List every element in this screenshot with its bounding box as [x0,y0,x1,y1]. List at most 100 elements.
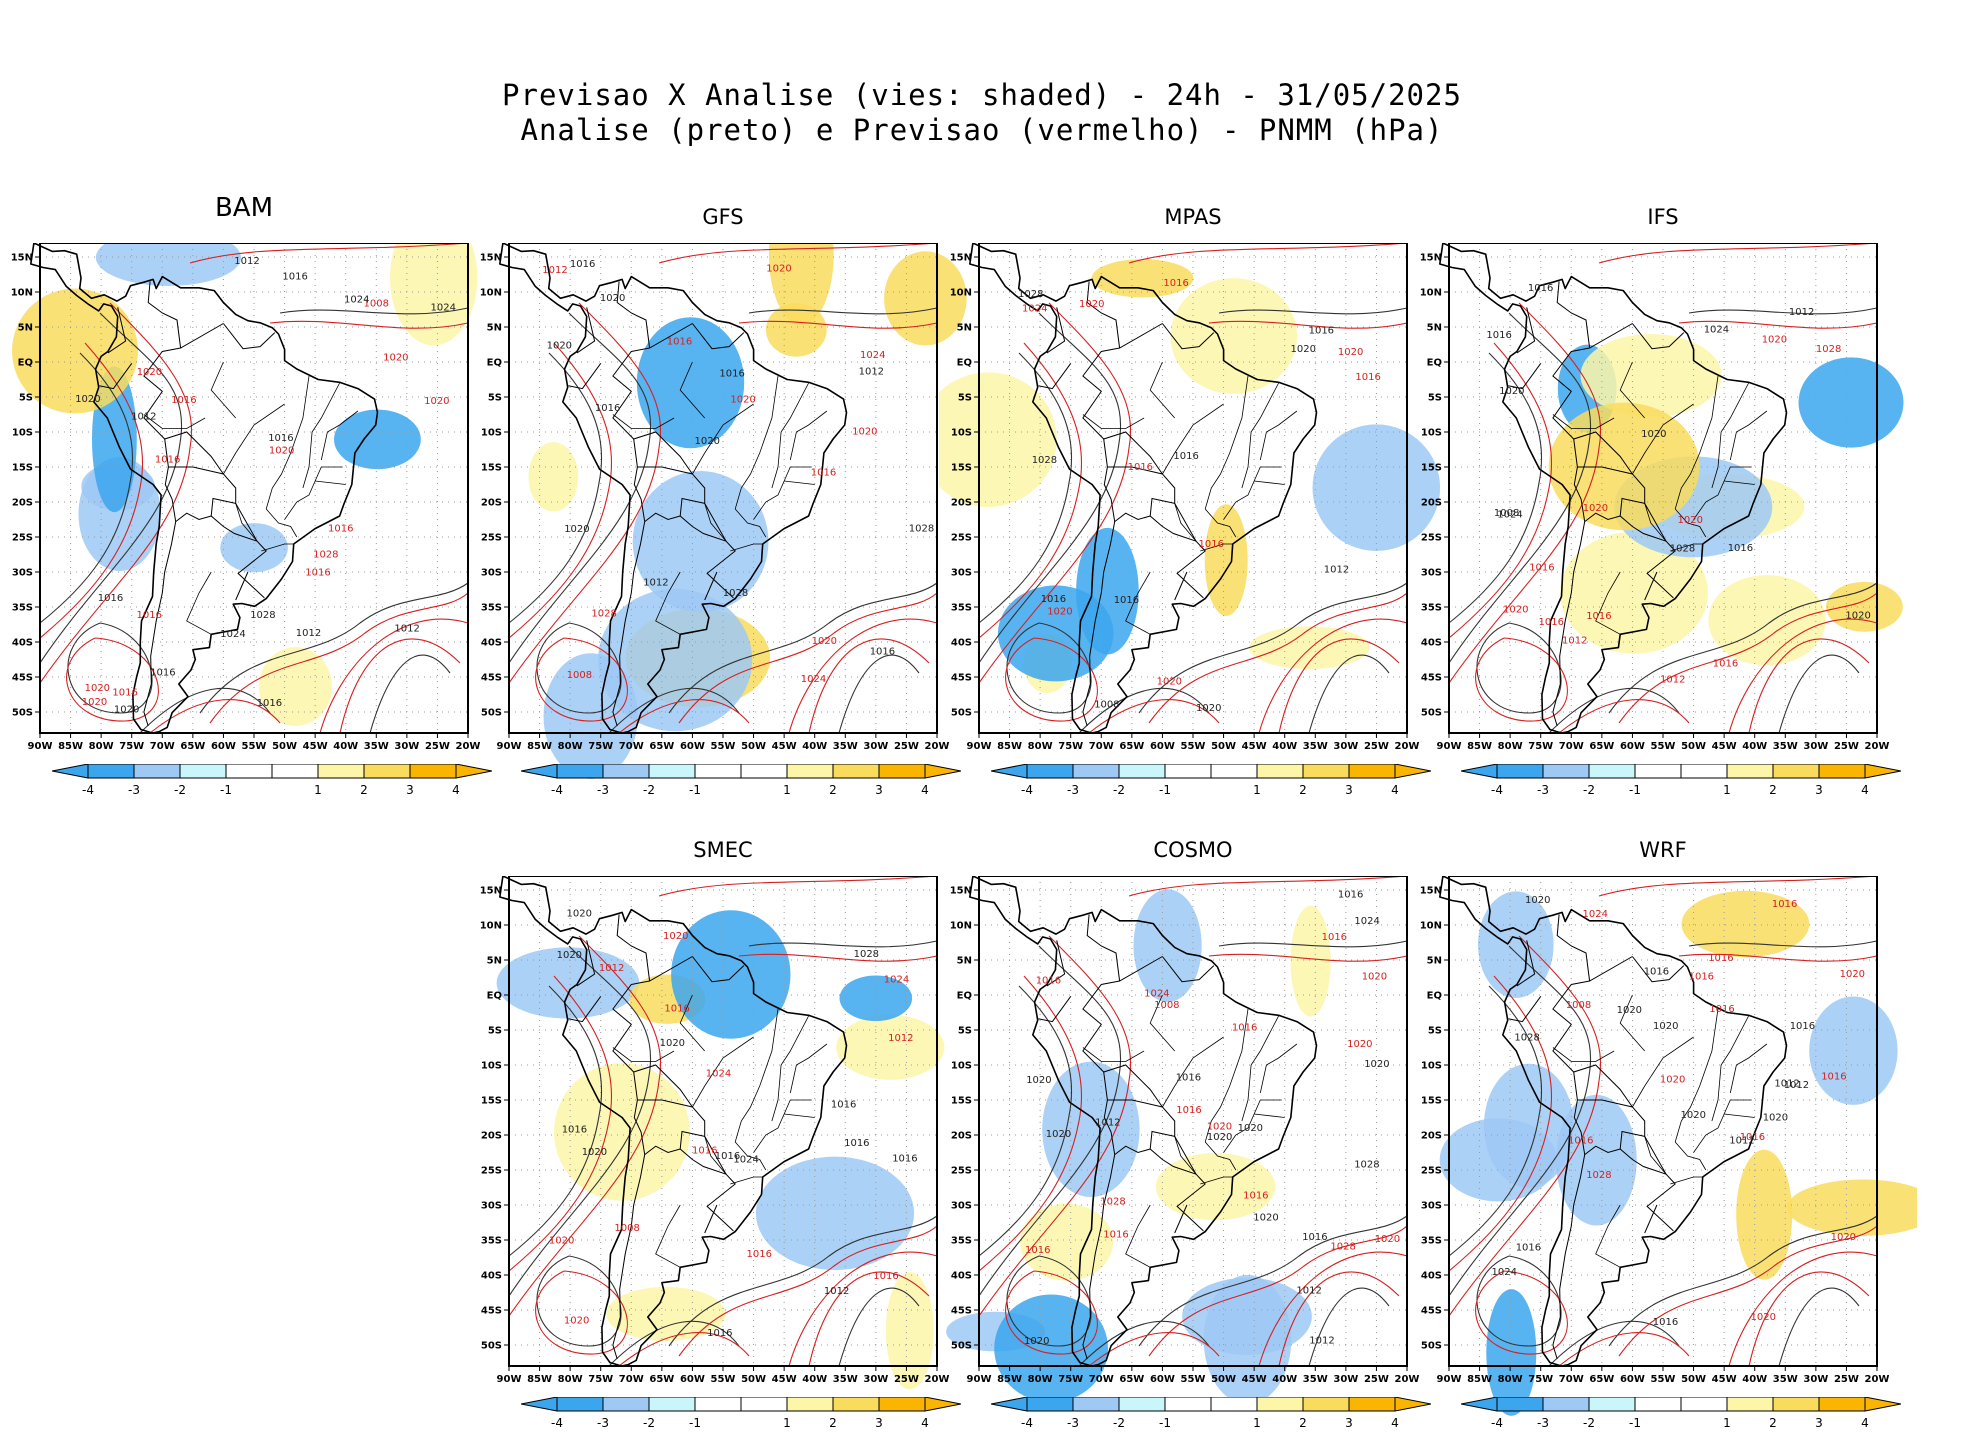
forecast-isobar [1148,1225,1408,1357]
state-border [771,1015,809,1122]
forecast-isobar [618,699,750,734]
colorbar-label: -2 [643,1416,655,1430]
forecast-isobar-label: 1016 [1821,1072,1846,1083]
colorbar-swatch [1302,764,1350,779]
forecast-isobar [209,592,469,724]
bias-shading [1580,334,1722,417]
panel-title: MPAS [1164,205,1222,229]
lat-label: 15S [951,463,972,474]
forecast-isobar-label: 1024 [1022,304,1047,315]
forecast-isobar-label: 1016 [1163,278,1188,289]
colorbar-swatch [1026,764,1074,779]
forecast-isobar-label: 1016 [137,610,162,621]
forecast-isobar [1598,876,1878,897]
analysis-isobar-label: 1024 [1497,510,1522,521]
analysis-isobar [508,945,651,1297]
country-border [1508,363,1542,390]
state-border [734,1008,779,1143]
country-border [1584,512,1621,522]
analysis-isobar-label: 1012 [131,411,156,422]
lon-label: 40W [1742,741,1767,752]
lat-label: 45S [1421,673,1442,684]
forecast-isobar-label: 1016 [1322,932,1347,943]
lat-label: 45S [951,1306,972,1317]
colorbar-label: -2 [643,783,655,797]
lon-label: 55W [711,1374,736,1385]
lat-label: 40S [951,1271,972,1282]
country-border [223,323,276,350]
lon-label: 30W [1803,741,1828,752]
colorbar-swatch [1588,764,1636,779]
lon-label: 35W [1303,1374,1328,1385]
analysis-isobar-label: 1020 [600,293,625,304]
analysis-isobar-label: 1020 [1253,1213,1278,1224]
analysis-isobar-label: 1020 [1653,1021,1678,1032]
state-border [1082,1047,1145,1062]
lon-label: 40W [1272,741,1297,752]
analysis-isobar-label: 1020 [114,704,139,715]
lat-label: 5S [488,393,502,404]
state-border [1670,543,1703,552]
analysis-isobar [838,1287,920,1367]
lon-label: 25W [1364,1374,1389,1385]
forecast-isobar-label: 1016 [667,336,692,347]
forecast-isobar-label: 1020 [1840,969,1865,980]
colorbar-label: -1 [220,783,232,797]
state-border [1200,543,1233,552]
forecast-isobar-label: 1020 [383,353,408,364]
colorbar-label: 2 [829,1416,837,1430]
country-border [1577,466,1633,475]
lat-label: 50S [951,1341,972,1352]
lat-label: 5N [957,323,972,334]
lat-label: 50S [951,708,972,719]
analysis-isobar [608,687,740,734]
lat-label: 40S [1421,1271,1442,1282]
forecast-isobar-label: 1016 [1772,899,1797,910]
analysis-isobar-label: 1020 [1024,1336,1049,1347]
lon-label: 65W [1119,741,1144,752]
analysis-isobar-label: 1016 [1644,966,1669,977]
colorbar-label: 3 [875,783,883,797]
analysis-isobar-label: 1020 [1681,1110,1706,1121]
forecast-isobar [978,342,1083,639]
bias-shading [1809,996,1898,1105]
state-border [789,410,828,461]
lon-label: 45W [1242,741,1267,752]
lon-label: 70W [1559,1374,1584,1385]
analysis-isobar-label: 1020 [567,909,592,920]
lat-label: 5S [958,1026,972,1037]
lon-label: 90W [967,741,992,752]
bias-shading [1290,905,1331,1017]
state-border [1125,571,1151,635]
lat-label: 15N [11,253,33,264]
analysis-isobar-label: 1012 [1324,564,1349,575]
analysis-isobar-label: 1012 [1729,1135,1754,1146]
state-border [261,543,294,552]
state-border [730,543,763,552]
analysis-isobar [1138,1215,1408,1347]
analysis-isobar-label: 1012 [1774,1079,1799,1090]
lon-label: 30W [863,1374,888,1385]
forecast-isobar [149,699,281,734]
lat-label: EQ [487,358,502,369]
lat-label: 5N [1427,323,1442,334]
state-border [1674,1141,1707,1171]
colorbar-swatch [1542,1397,1590,1412]
lon-label: 35W [1773,1374,1798,1385]
forecast-isobar [1618,1225,1878,1357]
colorbar-swatch [1680,1397,1728,1412]
country-border [679,1130,727,1175]
country-border [692,323,745,350]
forecast-isobar [1558,1332,1690,1367]
forecast-isobar [1678,953,1878,962]
colorbar-arrow-right [1394,1397,1431,1412]
analysis-isobar-label: 1012 [234,256,259,267]
lon-label: 30W [863,741,888,752]
forecast-isobar [678,1225,938,1357]
forecast-isobar [508,975,613,1272]
colorbar-swatch [1634,1397,1682,1412]
state-border [1693,466,1752,520]
lat-label: 10N [11,288,33,299]
state-border [1729,410,1768,461]
map-svg: 15N 10N 5N EQ 5S 10S 15S 20S 25S 30S 35S 40S 45S 50S 9… [480,876,949,1390]
